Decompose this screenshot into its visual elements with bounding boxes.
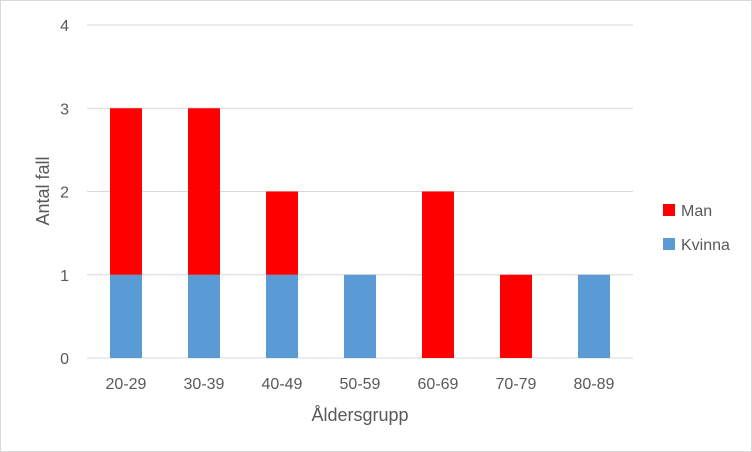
y-tick-label: 3: [60, 101, 69, 118]
bar-man-30-39: [188, 108, 220, 275]
y-axis-title: Antal fall: [33, 156, 53, 225]
bar-man-40-49: [266, 191, 298, 275]
legend-swatch-kvinna: [663, 238, 675, 250]
bar-kvinna-20-29: [110, 274, 142, 358]
legend-label-man: Man: [681, 203, 712, 220]
x-tick-label: 20-29: [106, 376, 147, 393]
y-tick-label: 0: [60, 351, 69, 368]
bar-man-20-29: [110, 108, 142, 275]
gridlines: [87, 24, 633, 359]
bar-kvinna-40-49: [266, 274, 298, 358]
y-tick-label: 2: [60, 185, 69, 202]
bar-kvinna-30-39: [188, 274, 220, 358]
x-axis-title: Åldersgrupp: [311, 405, 408, 425]
bar-kvinna-50-59: [344, 274, 376, 358]
bars: [110, 108, 610, 358]
x-tick-label: 50-59: [340, 376, 381, 393]
y-tick-label: 4: [60, 18, 69, 35]
x-tick-label: 70-79: [496, 376, 537, 393]
x-axis-ticks: 20-29 30-39 40-49 50-59 60-69 70-79 80-89: [106, 376, 615, 393]
legend-swatch-man: [663, 204, 675, 216]
x-tick-label: 80-89: [574, 376, 615, 393]
legend: Man Kvinna: [663, 203, 730, 254]
y-axis-ticks: 0 1 2 3 4: [60, 18, 69, 368]
x-tick-label: 30-39: [184, 376, 225, 393]
x-tick-label: 40-49: [262, 376, 303, 393]
bar-man-60-69: [422, 191, 454, 358]
y-tick-label: 1: [60, 268, 69, 285]
legend-label-kvinna: Kvinna: [681, 237, 730, 254]
bar-kvinna-80-89: [578, 274, 610, 358]
bar-man-70-79: [500, 274, 532, 358]
x-tick-label: 60-69: [418, 376, 459, 393]
